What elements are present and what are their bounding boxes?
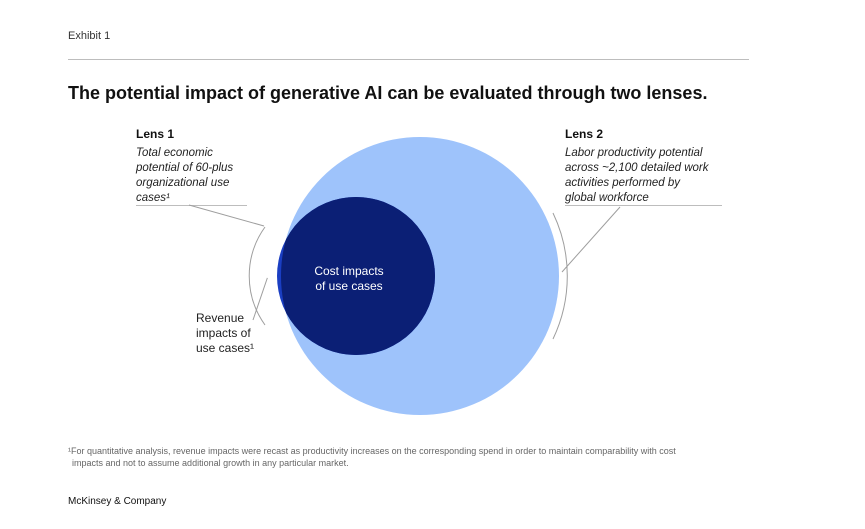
lens1-description: Total economic potential of 60-plus orga… <box>136 146 233 206</box>
footnote-line: ¹For quantitative analysis, revenue impa… <box>68 446 676 456</box>
lens2-line: across ~2,100 detailed work <box>565 162 709 174</box>
lens2-heading: Lens 2 <box>565 127 604 141</box>
lens1-line: organizational use <box>136 177 230 189</box>
lens2-line: Labor productivity potential <box>565 147 703 159</box>
lens1-leader-line <box>188 204 265 227</box>
brand-name: McKinsey & Company <box>68 496 167 507</box>
lens1-line: potential of 60-plus <box>136 162 234 174</box>
revenue-label-line: impacts of <box>196 326 251 340</box>
page-title: The potential impact of generative AI ca… <box>68 83 708 103</box>
lens1-line: Total economic <box>136 147 213 159</box>
footnote: ¹For quantitative analysis, revenue impa… <box>68 445 748 469</box>
revenue-label-line: Revenue <box>196 311 244 325</box>
lens2-leader-line <box>561 206 621 273</box>
cost-label-line: Cost impacts <box>314 264 383 278</box>
revenue-leader-line <box>252 275 269 321</box>
lens2-line: global workforce <box>565 192 649 204</box>
lens1-heading: Lens 1 <box>136 127 175 141</box>
cost-label-line: of use cases <box>315 279 382 293</box>
lens1-bracket <box>248 226 266 326</box>
lens2-description: Labor productivity potential across ~2,1… <box>565 146 709 206</box>
lens2-underline <box>565 205 722 206</box>
footnote-line: impacts and not to assume additional gro… <box>72 458 349 468</box>
exhibit-label: Exhibit 1 <box>68 30 111 42</box>
revenue-leader-dot <box>266 274 270 278</box>
revenue-label-line: use cases¹ <box>196 341 254 355</box>
lens2-line: activities performed by <box>565 177 681 189</box>
lens2-bracket <box>552 212 568 340</box>
header-divider <box>68 59 749 60</box>
cost-impacts-circle <box>281 197 435 355</box>
lens1-line: cases¹ <box>136 192 170 204</box>
